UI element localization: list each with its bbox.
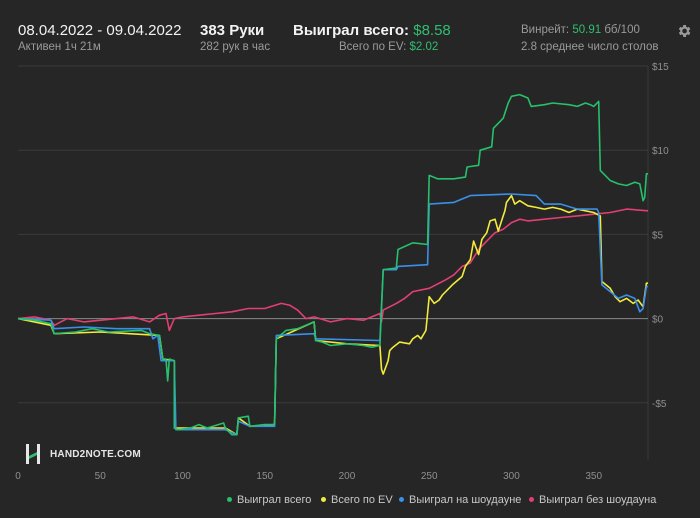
- series-non-showdown-line: [17, 208, 649, 332]
- chart-legend: Выиграл всего Всего по EV Выиграл на шоу…: [0, 494, 700, 510]
- legend-label-won-total: Выиграл всего: [237, 494, 312, 506]
- y-tick-label: $10: [652, 146, 669, 157]
- y-tick-label: $5: [652, 230, 664, 241]
- hands-count: 383 Руки: [200, 22, 265, 39]
- chart-background: [0, 60, 700, 490]
- winrate-line: Винрейт: 50.91 бб/100: [521, 24, 640, 36]
- x-tick-label: 50: [95, 471, 107, 482]
- legend-marker-won-total: [227, 496, 232, 502]
- avg-tables: 2.8 среднее число столов: [521, 41, 659, 53]
- legend-marker-ev: [321, 496, 326, 502]
- x-tick-label: 300: [503, 471, 520, 482]
- y-tick-label: $0: [652, 315, 664, 326]
- x-tick-label: 250: [421, 471, 438, 482]
- gear-icon[interactable]: [676, 23, 692, 39]
- x-axis: 0 50 100 150 200 250 300 350: [15, 471, 602, 482]
- chart-series: [17, 93, 649, 436]
- summary-header: 08.04.2022 - 09.04.2022 Активен 1ч 21м 3…: [0, 0, 700, 60]
- legend-label-non-showdown: Выиграл без шоудауна: [539, 494, 657, 506]
- legend-label-showdown: Выиграл на шоудауне: [409, 494, 522, 506]
- ev-total-label: Всего по EV:: [339, 41, 407, 53]
- winrate-value: 50.91: [572, 24, 602, 36]
- legend-item-ev[interactable]: Всего по EV: [321, 494, 393, 506]
- y-tick-label: $15: [652, 62, 669, 73]
- legend-item-showdown[interactable]: Выиграл на шоудауне: [399, 494, 521, 506]
- legend-item-non-showdown[interactable]: Выиграл без шоудауна: [529, 494, 656, 506]
- ev-total-line: Всего по EV: $2.02: [339, 41, 438, 53]
- x-tick-label: 100: [174, 471, 191, 482]
- date-range: 08.04.2022 - 09.04.2022: [18, 22, 182, 39]
- winrate-unit: бб/100: [604, 24, 640, 36]
- series-showdown-line: [17, 193, 648, 436]
- hand2note-logo-icon: [26, 444, 40, 464]
- legend-marker-showdown: [399, 496, 404, 502]
- legend-marker-non-showdown: [529, 496, 534, 502]
- y-tick-label: -$5: [652, 399, 667, 410]
- x-tick-label: 0: [15, 471, 21, 482]
- won-total-label: Выиграл всего:: [293, 22, 410, 39]
- ev-total-value: $2.02: [409, 41, 439, 53]
- won-total-line: Выиграл всего: $8.58: [293, 22, 451, 39]
- profit-chart: 0 50 100 150 200 250 300 350 $15 $10 $5 $0 -$5: [0, 60, 700, 490]
- won-total-value: $8.58: [413, 22, 451, 39]
- legend-item-won-total[interactable]: Выиграл всего: [227, 494, 311, 506]
- x-tick-label: 350: [585, 471, 602, 482]
- active-time: Активен 1ч 21м: [18, 41, 101, 53]
- legend-label-ev: Всего по EV: [331, 494, 393, 506]
- series-won-total-line: [17, 93, 648, 436]
- winrate-label: Винрейт:: [521, 24, 570, 36]
- y-axis: $15 $10 $5 $0 -$5: [652, 62, 669, 410]
- hands-per-hour: 282 рук в час: [200, 41, 271, 53]
- x-tick-label: 150: [256, 471, 273, 482]
- x-tick-label: 200: [339, 471, 356, 482]
- logo-text: HAND2NOTE.COM: [50, 449, 141, 460]
